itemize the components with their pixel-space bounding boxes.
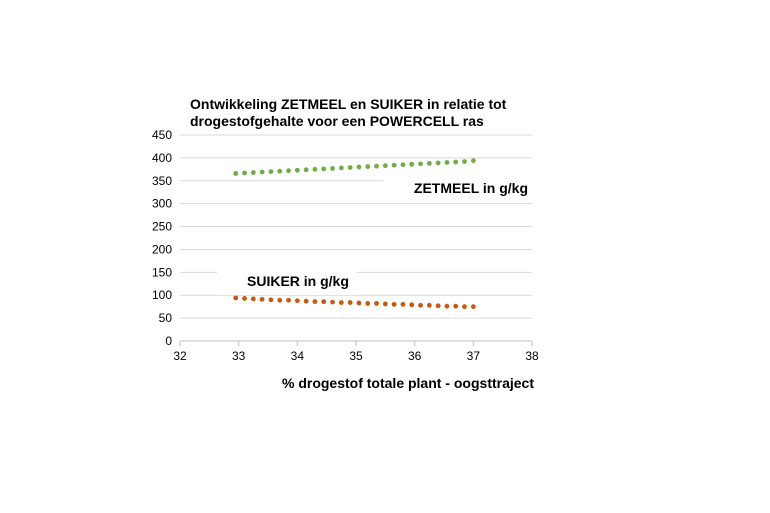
data-point-series-1 bbox=[268, 297, 274, 303]
data-point-series-1 bbox=[321, 299, 327, 305]
data-point-series-0 bbox=[462, 159, 467, 164]
y-tick-label: 250 bbox=[152, 220, 172, 234]
data-point-series-0 bbox=[286, 168, 291, 174]
data-point-series-0 bbox=[382, 163, 388, 169]
data-point-series-1 bbox=[286, 297, 291, 303]
data-point-series-1 bbox=[374, 301, 379, 306]
data-point-series-1 bbox=[453, 303, 459, 309]
data-point-series-0 bbox=[453, 159, 459, 165]
axes: 0 50 100 150 200 250 300 350 400 450 32 33 34 35 36 37 3… bbox=[152, 128, 539, 363]
series-label-background bbox=[217, 267, 357, 295]
data-point-series-0 bbox=[330, 166, 335, 171]
data-point-series-1 bbox=[233, 295, 239, 301]
y-tick-label: 200 bbox=[152, 242, 172, 256]
data-point-series-1 bbox=[242, 296, 247, 301]
data-point-series-1 bbox=[250, 296, 256, 302]
y-tick-label: 50 bbox=[159, 311, 173, 325]
x-axis-label: % drogestof totale plant - oogsttraject bbox=[282, 375, 534, 391]
data-point-series-0 bbox=[374, 163, 379, 169]
y-tick-label: 350 bbox=[152, 174, 172, 188]
data-point-series-1 bbox=[426, 302, 432, 308]
x-tick-label: 36 bbox=[408, 349, 422, 363]
data-point-series-0 bbox=[242, 170, 247, 176]
data-point-series-0 bbox=[409, 161, 415, 167]
data-point-series-1 bbox=[294, 298, 300, 304]
data-point-series-1 bbox=[409, 302, 415, 308]
data-point-series-0 bbox=[347, 165, 353, 170]
data-point-series-0 bbox=[356, 164, 362, 170]
data-point-series-0 bbox=[312, 166, 318, 172]
data-point-series-0 bbox=[418, 161, 423, 167]
series-label-suiker: SUIKER in g/kg bbox=[247, 273, 349, 289]
data-point-series-0 bbox=[444, 160, 450, 165]
data-point-series-1 bbox=[347, 300, 353, 305]
data-point-series-0 bbox=[338, 165, 344, 171]
x-tick-label: 34 bbox=[291, 349, 305, 363]
data-point-series-1 bbox=[400, 301, 406, 307]
series-label-background bbox=[383, 174, 536, 202]
data-point-series-1 bbox=[365, 301, 371, 306]
labels: Ontwikkeling ZETMEEL en SUIKER in relati… bbox=[190, 96, 536, 391]
y-tick-label: 450 bbox=[152, 128, 172, 142]
data-point-series-1 bbox=[356, 300, 362, 306]
chart-title-line-2: drogestofgehalte voor een POWERCELL ras bbox=[190, 113, 484, 129]
data-point-series-0 bbox=[259, 169, 265, 175]
data-point-series-0 bbox=[426, 160, 432, 166]
data-point-series-1 bbox=[330, 299, 335, 305]
data-points bbox=[233, 158, 476, 310]
data-point-series-1 bbox=[382, 301, 388, 307]
data-point-series-1 bbox=[391, 301, 397, 307]
data-point-series-0 bbox=[233, 171, 239, 176]
data-point-series-0 bbox=[303, 167, 309, 173]
x-tick-label: 32 bbox=[173, 349, 187, 363]
data-point-series-0 bbox=[400, 162, 406, 168]
data-point-series-1 bbox=[435, 303, 441, 309]
x-tick-label: 35 bbox=[349, 349, 363, 363]
x-tick-label: 33 bbox=[232, 349, 246, 363]
x-tick-label: 38 bbox=[525, 349, 539, 363]
y-tick-label: 150 bbox=[152, 265, 172, 279]
data-point-series-1 bbox=[259, 296, 265, 302]
chart-title-line-1: Ontwikkeling ZETMEEL en SUIKER in relati… bbox=[190, 96, 507, 112]
data-point-series-1 bbox=[462, 304, 467, 310]
y-tick-label: 0 bbox=[165, 334, 172, 348]
data-point-series-1 bbox=[303, 298, 309, 304]
data-point-series-0 bbox=[391, 162, 397, 168]
y-tick-label: 400 bbox=[152, 151, 172, 165]
y-tick-label: 100 bbox=[152, 288, 172, 302]
data-point-series-0 bbox=[250, 170, 256, 175]
y-tick-label: 300 bbox=[152, 197, 172, 211]
data-point-series-0 bbox=[294, 167, 300, 173]
data-point-series-1 bbox=[312, 299, 318, 305]
data-point-series-1 bbox=[444, 303, 450, 309]
x-tick-label: 37 bbox=[467, 349, 481, 363]
data-point-series-1 bbox=[418, 302, 423, 308]
data-point-series-0 bbox=[321, 166, 327, 172]
data-point-series-0 bbox=[365, 164, 371, 169]
data-point-series-0 bbox=[277, 168, 283, 174]
data-point-series-0 bbox=[470, 158, 476, 164]
data-point-series-1 bbox=[470, 304, 476, 310]
data-point-series-1 bbox=[338, 300, 344, 305]
data-point-series-1 bbox=[277, 297, 283, 303]
series-label-zetmeel: ZETMEEL in g/kg bbox=[414, 180, 528, 196]
data-point-series-0 bbox=[268, 169, 274, 175]
data-point-series-0 bbox=[435, 160, 441, 166]
